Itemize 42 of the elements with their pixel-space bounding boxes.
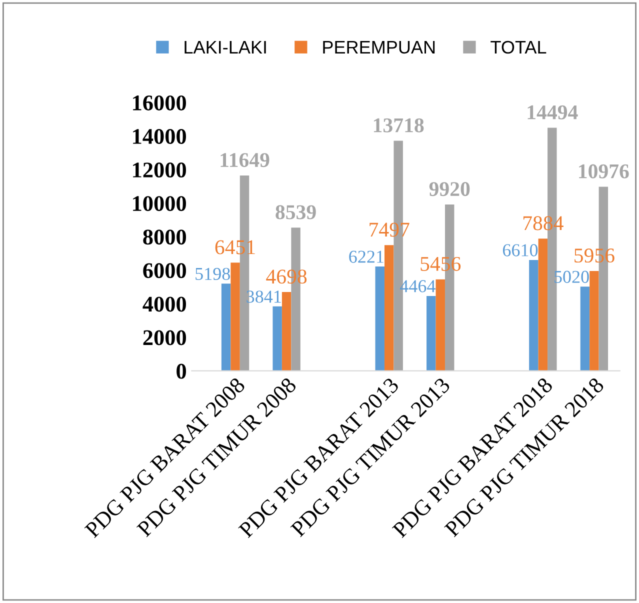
y-tick-label: 12000 xyxy=(133,162,186,178)
bar xyxy=(538,238,548,371)
bar xyxy=(221,284,231,371)
y-tick-label: 10000 xyxy=(133,196,186,212)
data-label: 6610 xyxy=(502,244,538,256)
y-tick-label: 4000 xyxy=(142,296,186,312)
data-label: 5020 xyxy=(554,270,589,283)
y-tick-label: 2000 xyxy=(143,330,186,346)
data-label: 7884 xyxy=(523,216,564,230)
bar xyxy=(529,260,538,371)
bar xyxy=(272,306,282,371)
data-label: 10976 xyxy=(579,164,629,178)
data-label: 13718 xyxy=(374,118,424,132)
data-label: 14494 xyxy=(528,105,578,120)
data-label: 9920 xyxy=(429,182,470,196)
data-label: 6221 xyxy=(349,250,384,263)
bar xyxy=(436,279,445,371)
y-tick-label: 8000 xyxy=(143,230,186,245)
y-tick-label: 16000 xyxy=(133,95,186,110)
bar xyxy=(426,296,436,371)
data-label: 4464 xyxy=(400,280,436,292)
bar xyxy=(230,262,240,371)
data-label: 7497 xyxy=(370,222,410,237)
bar xyxy=(590,270,599,371)
data-label: 6451 xyxy=(215,240,255,254)
bar xyxy=(282,292,292,371)
bar xyxy=(375,266,384,371)
legend-label: LAKI-LAKI xyxy=(184,41,266,54)
y-tick-label: 0 xyxy=(176,364,186,379)
data-label: 4698 xyxy=(266,270,307,284)
data-label: 5956 xyxy=(574,248,614,263)
data-label: 5456 xyxy=(420,256,461,271)
data-label: 11649 xyxy=(220,153,270,168)
data-label: 3841 xyxy=(246,290,281,303)
y-tick-label: 14000 xyxy=(133,128,186,144)
bar xyxy=(580,286,590,371)
legend-label: TOTAL xyxy=(490,40,546,54)
bar xyxy=(384,245,394,371)
data-label: 5198 xyxy=(196,268,230,280)
legend-label: PEREMPUAN xyxy=(323,41,435,54)
data-label: 8539 xyxy=(276,205,316,220)
y-tick-label: 6000 xyxy=(143,263,186,278)
